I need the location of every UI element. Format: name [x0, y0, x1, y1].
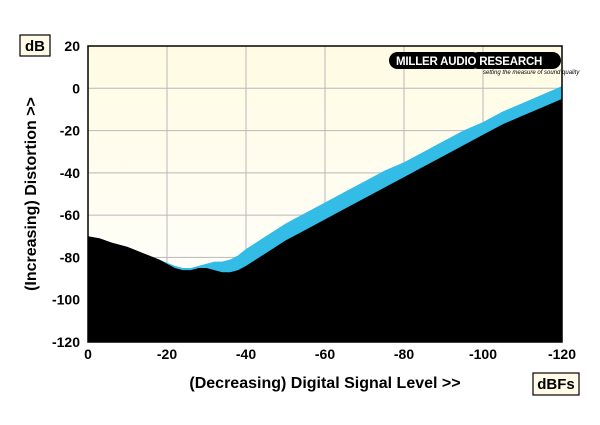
x-unit-label: dBFs	[532, 372, 580, 396]
x-tick-label: -60	[315, 346, 335, 362]
y-tick-label: -120	[52, 334, 80, 350]
y-tick-label: 20	[64, 38, 80, 54]
y-tick-label: -40	[60, 165, 80, 181]
logo-tagline: setting the measure of sound quality	[483, 70, 580, 76]
x-axis-title: (Decreasing) Digital Signal Level >>	[189, 375, 460, 392]
logo-text: MILLER AUDIO RESEARCH	[396, 56, 542, 68]
plot-border	[87, 45, 563, 343]
y-axis-title: (Increasing) Distortion >>	[23, 97, 40, 291]
x-tick-label: 0	[84, 346, 92, 362]
y-tick-labels: 20 0 -20 -40 -60 -80 -100 -120	[52, 38, 80, 350]
y-unit-text: dB	[25, 38, 45, 55]
x-tick-label: -100	[469, 346, 497, 362]
y-tick-label: -20	[60, 123, 80, 139]
lower-distortion-area	[88, 98, 562, 342]
x-tick-label: -20	[157, 346, 177, 362]
x-tick-label: -120	[548, 346, 576, 362]
y-tick-label: -60	[60, 207, 80, 223]
y-tick-label: -100	[52, 292, 80, 308]
y-tick-label: 0	[72, 80, 80, 96]
y-unit-box	[19, 34, 51, 57]
x-unit-box	[532, 372, 580, 396]
y-tick-label: -80	[60, 249, 80, 265]
x-tick-label: -80	[394, 346, 414, 362]
x-tick-labels: 0 -20 -40 -60 -80 -100 -120	[84, 346, 576, 362]
logo-banner-tail	[470, 52, 561, 69]
logo: MILLER AUDIO RESEARCH setting the measur…	[389, 52, 580, 76]
x-unit-text: dBFs	[537, 376, 575, 393]
y-unit-label: dB	[19, 34, 51, 57]
x-tick-label: -40	[236, 346, 256, 362]
logo-banner	[389, 52, 481, 69]
